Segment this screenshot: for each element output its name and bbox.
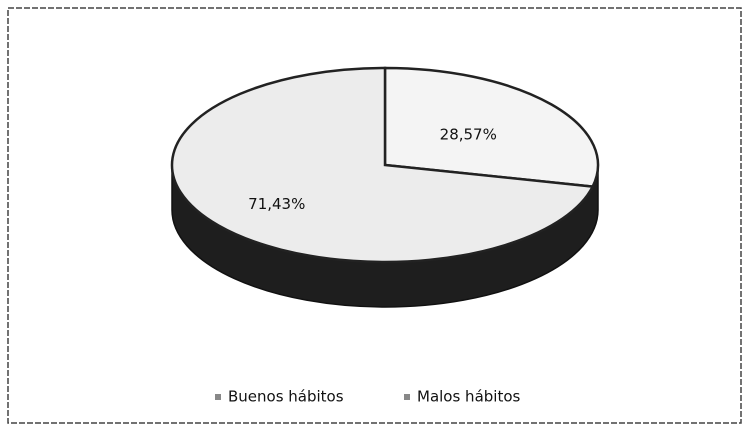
pie-slice — [383, 66, 600, 188]
legend-label: Malos hábitos — [417, 388, 521, 406]
legend-swatch — [215, 394, 221, 400]
data-label: 28,57% — [440, 125, 497, 143]
legend-swatch — [404, 394, 410, 400]
pie-slice — [170, 66, 595, 264]
data-label: 71,43% — [248, 195, 305, 213]
legend-label: Buenos hábitos — [228, 388, 344, 406]
